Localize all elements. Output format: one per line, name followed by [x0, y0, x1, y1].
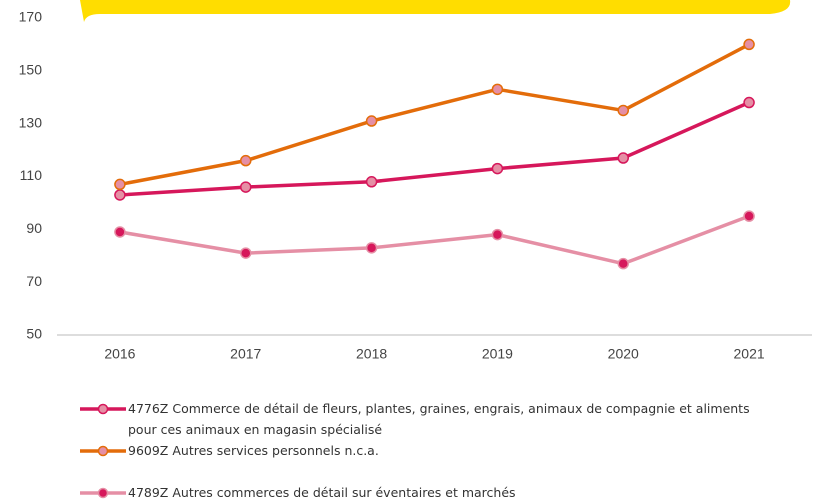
- point: [617, 104, 629, 117]
- point: [617, 152, 629, 164]
- legend-swatch: [80, 403, 126, 415]
- y-tick-label: 70: [26, 273, 42, 289]
- point: [114, 178, 126, 191]
- x-tick-label: 2017: [230, 346, 261, 362]
- legend-item: 4776Z Commerce de détail de fleurs, plan…: [80, 398, 770, 440]
- y-tick-label: 50: [26, 326, 42, 342]
- point: [240, 181, 252, 193]
- point: [240, 154, 252, 167]
- legend-label: 4789Z Autres commerces de détail sur éve…: [128, 485, 516, 500]
- series-line: [119, 100, 750, 197]
- y-tick-label: 170: [19, 9, 43, 25]
- point: [617, 257, 629, 270]
- legend-marker: [97, 487, 109, 499]
- point: [743, 210, 755, 222]
- point: [365, 242, 378, 254]
- y-tick-label: 90: [26, 220, 42, 236]
- x-tick-label: 2019: [482, 346, 513, 362]
- point: [114, 226, 126, 238]
- legend-label: 9609Z Autres services personnels n.c.a.: [128, 443, 379, 458]
- x-tick-label: 2021: [734, 346, 765, 362]
- x-tick-label: 2018: [356, 346, 387, 362]
- y-tick-label: 110: [20, 167, 43, 183]
- legend-swatch: [80, 445, 126, 457]
- legend: 4776Z Commerce de détail de fleurs, plan…: [80, 398, 770, 503]
- legend-marker: [97, 403, 109, 415]
- x-tick-label: 2016: [104, 346, 135, 362]
- y-tick-label: 150: [19, 62, 43, 78]
- legend-swatch: [80, 487, 126, 499]
- point: [491, 228, 504, 241]
- y-tick-label: 130: [19, 114, 43, 130]
- banner-shape: [80, 0, 791, 22]
- point: [114, 189, 126, 201]
- legend-item: 4789Z Autres commerces de détail sur éve…: [80, 482, 770, 503]
- point: [743, 38, 755, 51]
- point: [240, 247, 252, 259]
- chart: 50 70 90 110 130 150 170 2016 2017 2018 2019 2020 20…: [19, 0, 812, 362]
- point: [491, 83, 504, 96]
- x-tick-label: 2020: [608, 346, 639, 362]
- series-line: [119, 42, 750, 187]
- legend-label: 4776Z Commerce de détail de fleurs, plan…: [128, 401, 750, 437]
- legend-marker: [97, 445, 109, 457]
- point: [491, 162, 504, 175]
- point: [365, 115, 378, 127]
- point: [743, 96, 755, 109]
- series-line: [119, 214, 750, 266]
- point: [365, 176, 378, 188]
- legend-item: 9609Z Autres services personnels n.c.a.: [80, 440, 770, 461]
